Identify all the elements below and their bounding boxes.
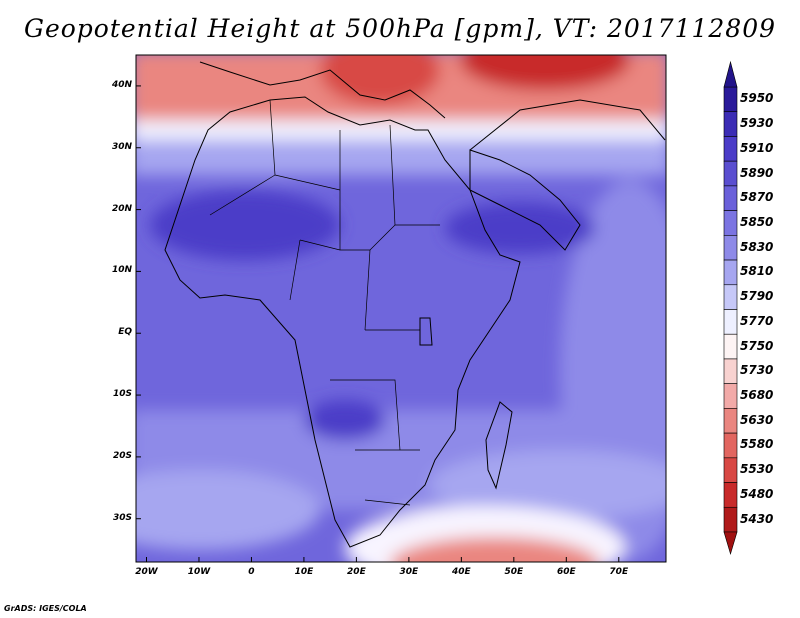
field-sw-light (136, 470, 320, 550)
colorbar (723, 60, 738, 556)
lat-label: 20S (112, 450, 132, 461)
lon-label: 10W (187, 567, 211, 577)
lon-label: 60E (556, 567, 576, 577)
colorbar-label: 5680 (740, 388, 774, 403)
lon-label: 10E (294, 567, 314, 577)
colorbar-label: 5530 (740, 462, 774, 477)
colorbar-label: 5790 (740, 289, 774, 304)
colorbar-label: 5810 (740, 264, 774, 279)
lat-label: 30N (111, 141, 132, 152)
lon-label: 20E (347, 567, 366, 577)
lat-label: 10N (111, 265, 132, 276)
colorbar-swatch (723, 408, 738, 434)
country-borders (209, 99, 440, 506)
lon-label: 50E (504, 567, 524, 577)
lon-label: 40E (452, 567, 471, 577)
lon-label: 20W (135, 567, 158, 577)
colorbar-label: 5950 (740, 91, 774, 106)
height-field (136, 55, 666, 562)
lake-victoria (419, 317, 433, 346)
colorbar-min-arrow (723, 531, 738, 556)
colorbar-max-arrow (723, 60, 738, 88)
colorbar-label: 5630 (740, 412, 774, 427)
field-black-sea-trough (460, 55, 630, 90)
colorbar-swatch (723, 506, 738, 533)
colorbar-label: 5730 (740, 363, 774, 378)
colorbar-label: 5870 (740, 190, 774, 205)
plot-frame (135, 54, 667, 563)
lat-label: 40N (111, 79, 132, 90)
colorbar-swatch (723, 358, 738, 384)
arabia-coast (469, 149, 581, 251)
colorbar-swatch (723, 185, 738, 211)
colorbar-label: 5890 (740, 165, 774, 180)
field-sahara-high (150, 190, 340, 260)
chart-title: Geopotential Height at 500hPa [gpm], VT:… (23, 14, 777, 43)
colorbar-swatch (723, 259, 738, 286)
coastlines (164, 61, 666, 548)
lon-label: 30E (399, 567, 419, 577)
axis-ticks (136, 85, 620, 562)
colorbar-swatch (723, 383, 738, 409)
colorbar-swatch (723, 86, 738, 113)
colorbar-swatch (723, 284, 738, 310)
field-angola-high (305, 400, 385, 440)
africa-coast (164, 96, 521, 548)
asia-coast (469, 99, 666, 151)
grads-credit: GrADS: IGES/COLA (4, 604, 87, 613)
colorbar-label: 5480 (740, 486, 774, 501)
colorbar-swatch (723, 210, 738, 236)
madagascar-coast (485, 401, 513, 490)
colorbar-swatch (723, 111, 738, 137)
colorbar-label: 5580 (740, 437, 774, 452)
colorbar-swatch (723, 457, 738, 483)
lat-label: EQ (118, 327, 132, 338)
colorbar-swatch (723, 136, 738, 162)
colorbar-label: 5850 (740, 214, 774, 229)
colorbar-swatch (723, 482, 738, 508)
colorbar-swatch (723, 160, 738, 187)
europe-coast (199, 61, 446, 119)
field-s-red (390, 537, 600, 562)
field-se-light (430, 450, 666, 520)
lat-label: 20N (111, 203, 132, 214)
field-arabia-high (445, 202, 595, 254)
field-greece-trough (320, 55, 440, 105)
colorbar-swatch (723, 309, 738, 335)
colorbar-label: 5830 (740, 239, 774, 254)
colorbar-label: 5910 (740, 140, 774, 155)
colorbar-swatch (723, 432, 738, 459)
lat-label: 10S (112, 389, 132, 400)
lon-label: 70E (609, 567, 629, 577)
colorbar-label: 5750 (740, 338, 774, 353)
colorbar-label: 5930 (740, 116, 774, 131)
colorbar-label: 5770 (740, 313, 774, 328)
lat-label: 30S (112, 512, 132, 523)
colorbar-label: 5430 (740, 511, 774, 526)
colorbar-swatch (723, 333, 738, 360)
colorbar-swatch (723, 235, 738, 261)
lon-label: 0 (248, 567, 255, 577)
